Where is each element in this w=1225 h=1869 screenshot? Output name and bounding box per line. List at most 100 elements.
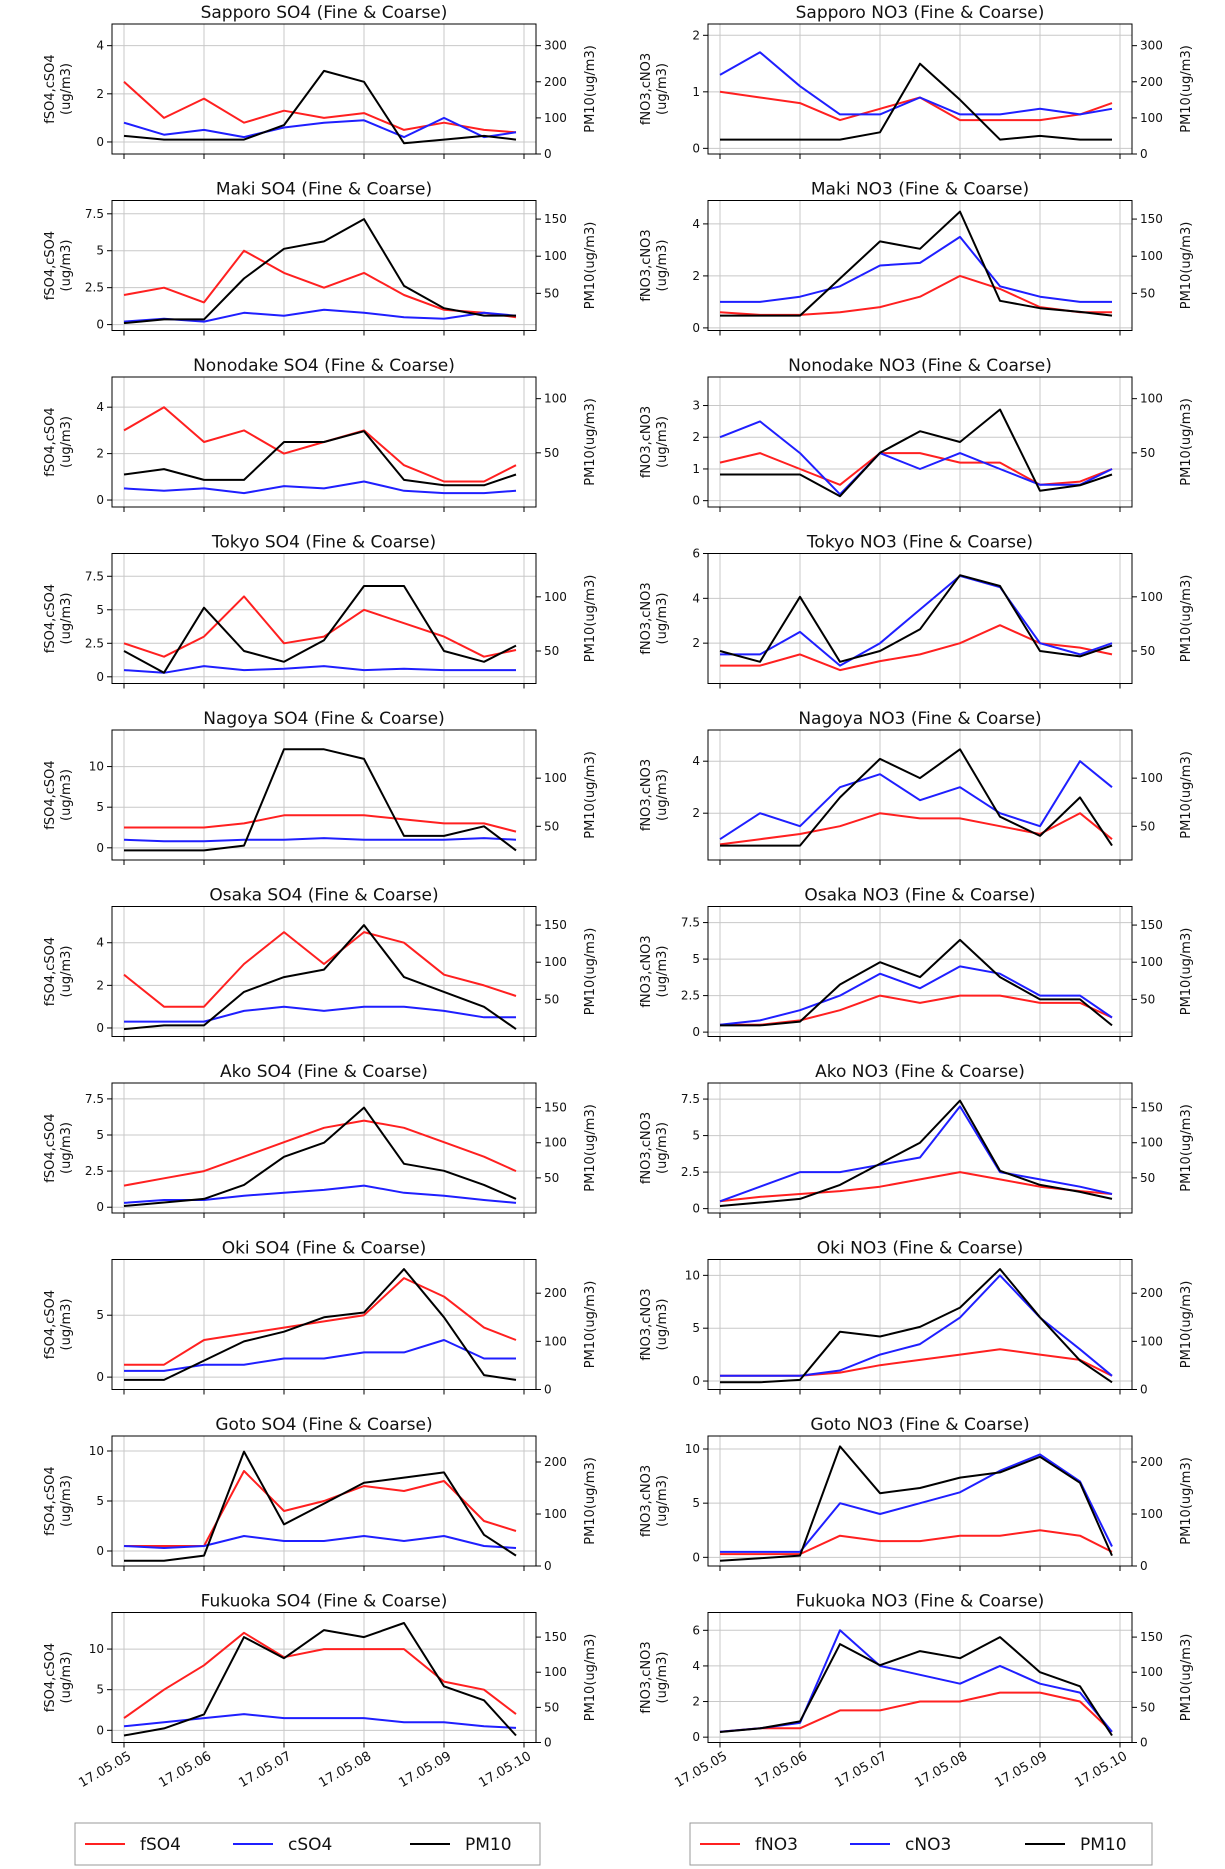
- ytick-label: 0: [96, 1200, 104, 1214]
- ytick-label: 0: [96, 1370, 104, 1384]
- y2tick-label: 100: [1140, 1665, 1163, 1679]
- chart-title: Fukuoka SO4 (Fine & Coarse): [201, 1592, 448, 1612]
- plot-frame: [707, 1082, 1133, 1214]
- chart-title: Osaka SO4 (Fine & Coarse): [209, 886, 438, 906]
- ytick-label: 10: [89, 1642, 104, 1656]
- y-axis-label-line2: (ug/m3): [655, 769, 670, 821]
- y-axis-label: fNO3,cNO3(ug/m3): [639, 1112, 670, 1184]
- series-line-fso4: [123, 406, 517, 483]
- ytick-label: 5: [96, 1494, 104, 1508]
- series-line-fso4: [123, 931, 517, 1008]
- ytick-label: 0: [692, 321, 700, 335]
- ytick-label: 10: [685, 1442, 700, 1456]
- y2tick-label: 100: [544, 1507, 567, 1521]
- chart-nonodake-so4-fine-coarse: 0 2 4 50 100 Nonodake SO4 (Fine & Coarse) fSO4…: [43, 356, 598, 512]
- plot-frame: [111, 23, 537, 155]
- ytick-label: 5: [96, 800, 104, 814]
- ytick-label: 2.5: [681, 989, 700, 1003]
- ytick-label: 1: [692, 85, 700, 99]
- y2tick-label: 50: [544, 819, 559, 833]
- plot-frame: [707, 1435, 1133, 1567]
- y-axis-label: fSO4,cSO4(ug/m3): [43, 54, 74, 123]
- chart-title: Ako NO3 (Fine & Coarse): [815, 1062, 1025, 1082]
- series-line-cso4: [123, 1535, 517, 1549]
- xtick-label: 17.05.10: [1072, 1749, 1130, 1791]
- plot-frame: [707, 553, 1133, 684]
- series-line-pm10: [123, 1106, 517, 1207]
- y2-axis-label: PM10(ug/m3): [1179, 928, 1194, 1016]
- ytick-label: 2.5: [85, 1164, 104, 1178]
- series-line-pm10: [124, 1450, 517, 1562]
- y-axis-label-line2: (ug/m3): [655, 63, 670, 115]
- y-axis-label-line1: fNO3,cNO3: [639, 1465, 654, 1537]
- series-line-pm10: [123, 69, 517, 145]
- y2tick-label: 100: [544, 249, 567, 263]
- y-axis-label-line1: fSO4,cSO4: [43, 1643, 58, 1712]
- y-axis-label-line2: (ug/m3): [59, 240, 74, 292]
- y2tick-label: 50: [1140, 992, 1155, 1006]
- y2-axis-label: PM10(ug/m3): [1179, 575, 1194, 663]
- y2tick-label: 50: [1140, 1171, 1155, 1185]
- series-line-cno3: [719, 1105, 1113, 1203]
- y-axis-label-line2: (ug/m3): [59, 769, 74, 821]
- y2tick-label: 0: [1140, 1736, 1148, 1750]
- y2tick-label: 200: [1140, 1286, 1163, 1300]
- series-line-fso4: [123, 249, 517, 319]
- plot-frame: [707, 1259, 1133, 1390]
- chart-tokyo-no3-fine-coarse: 2 4 6 50 100 Tokyo NO3 (Fine & Coarse) fNO3,cN…: [639, 533, 1194, 689]
- ytick-label: 0: [692, 1374, 700, 1388]
- y-axis-label: fSO4,cSO4(ug/m3): [43, 231, 74, 300]
- y-axis-label-line1: fNO3,cNO3: [639, 582, 654, 654]
- ytick-label: 0: [692, 1202, 700, 1216]
- y2tick-label: 100: [1140, 249, 1163, 263]
- xtick-label: 17.05.09: [396, 1749, 454, 1791]
- y-axis-label-line1: fNO3,cNO3: [639, 759, 654, 831]
- y2tick-label: 100: [544, 392, 567, 406]
- ytick-label: 1: [692, 462, 700, 476]
- series-line-cso4: [123, 480, 517, 495]
- xtick-label: 17.05.07: [832, 1749, 890, 1791]
- y2-axis-label: PM10(ug/m3): [583, 1281, 598, 1369]
- y2tick-label: 50: [544, 1700, 559, 1714]
- ytick-label: 7.5: [85, 569, 104, 583]
- y2tick-label: 100: [1140, 1334, 1163, 1348]
- ytick-label: 2.5: [85, 636, 104, 650]
- ytick-label: 0: [96, 1544, 104, 1558]
- y2tick-label: 100: [1140, 1136, 1163, 1150]
- plot-frame: [111, 1612, 537, 1743]
- y2tick-label: 50: [544, 446, 559, 460]
- ytick-label: 0: [96, 841, 104, 855]
- y2-axis-label: PM10(ug/m3): [1179, 1457, 1194, 1545]
- chart-title: Oki NO3 (Fine & Coarse): [817, 1239, 1024, 1259]
- series-line-fso4: [123, 1119, 517, 1187]
- y-axis-label-line2: (ug/m3): [655, 416, 670, 468]
- y-axis-label-line1: fSO4,cSO4: [43, 54, 58, 123]
- legend-label-pm10-right: PM10: [1080, 1835, 1127, 1855]
- ytick-label: 3: [692, 399, 700, 413]
- y-axis-label-line2: (ug/m3): [655, 1475, 670, 1527]
- chart-maki-so4-fine-coarse: 0 2.5 5 7.5 50 100 150 Maki SO4 (Fine & Coarse)…: [43, 180, 598, 336]
- y-axis-label: fNO3,cNO3(ug/m3): [639, 759, 670, 831]
- y2-axis-label: PM10(ug/m3): [583, 928, 598, 1016]
- y2tick-label: 50: [544, 644, 559, 658]
- chart-title: Maki NO3 (Fine & Coarse): [811, 180, 1029, 200]
- plot-frame: [707, 1612, 1133, 1743]
- series-line-cno3: [719, 760, 1113, 841]
- y2tick-label: 100: [544, 771, 567, 785]
- y-axis-label-line2: (ug/m3): [655, 1299, 670, 1351]
- plot-frame: [707, 906, 1133, 1037]
- plot-frame: [707, 729, 1133, 861]
- y2tick-label: 50: [544, 1171, 559, 1185]
- series-line-cno3: [719, 420, 1113, 496]
- y2tick-label: 150: [544, 918, 567, 932]
- y2-axis-label: PM10(ug/m3): [583, 1634, 598, 1722]
- y-axis-label-line2: (ug/m3): [59, 946, 74, 998]
- y2tick-label: 300: [1140, 39, 1163, 53]
- chart-title: Oki SO4 (Fine & Coarse): [222, 1239, 427, 1259]
- plot-frame: [707, 23, 1133, 155]
- y2tick-label: 100: [544, 1334, 567, 1348]
- y2tick-label: 50: [1140, 286, 1155, 300]
- y2tick-label: 100: [1140, 111, 1163, 125]
- ytick-label: 4: [692, 591, 700, 605]
